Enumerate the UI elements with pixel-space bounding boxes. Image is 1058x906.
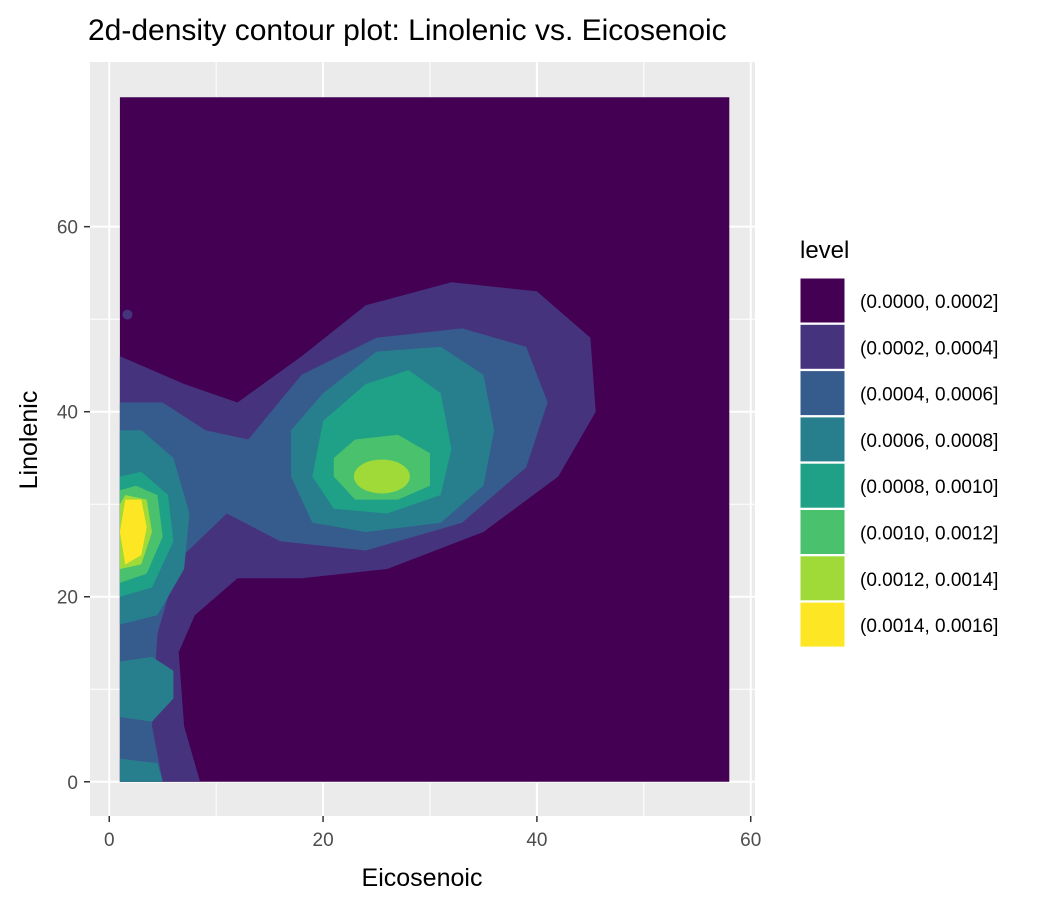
- legend-label: (0.0008, 0.0010]: [860, 477, 998, 498]
- legend-swatch: [799, 462, 846, 509]
- legend: level (0.0000, 0.0002] (0.0002, 0.0004] (0…: [799, 237, 998, 648]
- legend-label: (0.0014, 0.0016]: [860, 616, 998, 637]
- legend-label: (0.0004, 0.0006]: [860, 385, 998, 406]
- contour-level-2: [122, 309, 133, 320]
- axis-ticks: 0 20 40 60 0 20 40 60: [57, 218, 761, 851]
- contour-level-7: [353, 459, 410, 494]
- legend-swatch: [799, 509, 846, 555]
- y-axis-title: Linolenic: [15, 391, 43, 490]
- legend-swatch: [799, 416, 846, 463]
- legend-swatch: [799, 601, 846, 648]
- density-contours: [119, 97, 730, 782]
- contour-level-4: [119, 758, 163, 782]
- legend-swatch: [799, 277, 846, 324]
- legend-label: (0.0006, 0.0008]: [860, 431, 998, 452]
- x-tick-label: 60: [740, 830, 761, 851]
- y-tick-label: 40: [57, 403, 78, 424]
- y-tick-label: 60: [57, 218, 78, 239]
- legend-swatch: [799, 555, 846, 602]
- y-tick-label: 20: [57, 588, 78, 609]
- legend-label: (0.0000, 0.0002]: [860, 292, 998, 313]
- y-tick-label: 0: [67, 773, 78, 794]
- legend-label: (0.0012, 0.0014]: [860, 570, 998, 591]
- legend-title: level: [800, 237, 849, 264]
- contour-level-8: [119, 499, 147, 565]
- legend-swatch: [799, 323, 846, 370]
- legend-swatch: [799, 370, 846, 417]
- contour-level-4: [119, 656, 174, 722]
- chart-title: 2d-density contour plot: Linolenic vs. E…: [88, 14, 727, 47]
- x-tick-label: 20: [313, 830, 334, 851]
- x-axis-title: Eicosenoic: [362, 864, 483, 892]
- legend-label: (0.0002, 0.0004]: [860, 338, 998, 359]
- legend-label: (0.0010, 0.0012]: [860, 524, 998, 545]
- x-tick-label: 40: [526, 830, 547, 851]
- x-tick-label: 0: [104, 830, 115, 851]
